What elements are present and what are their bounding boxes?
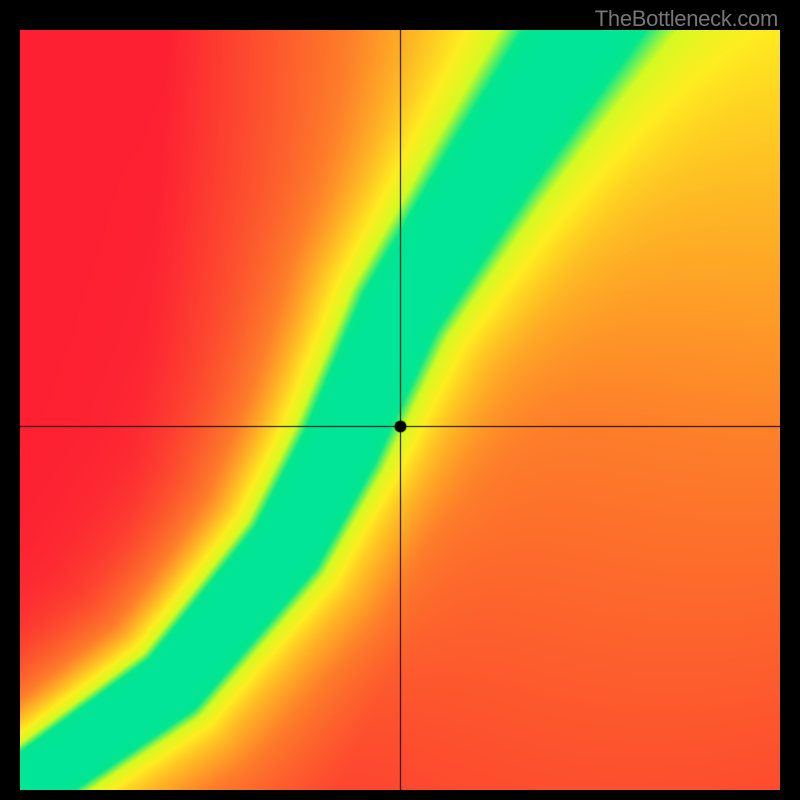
watermark-text: TheBottleneck.com [595,6,778,32]
crosshair-overlay [20,30,780,790]
